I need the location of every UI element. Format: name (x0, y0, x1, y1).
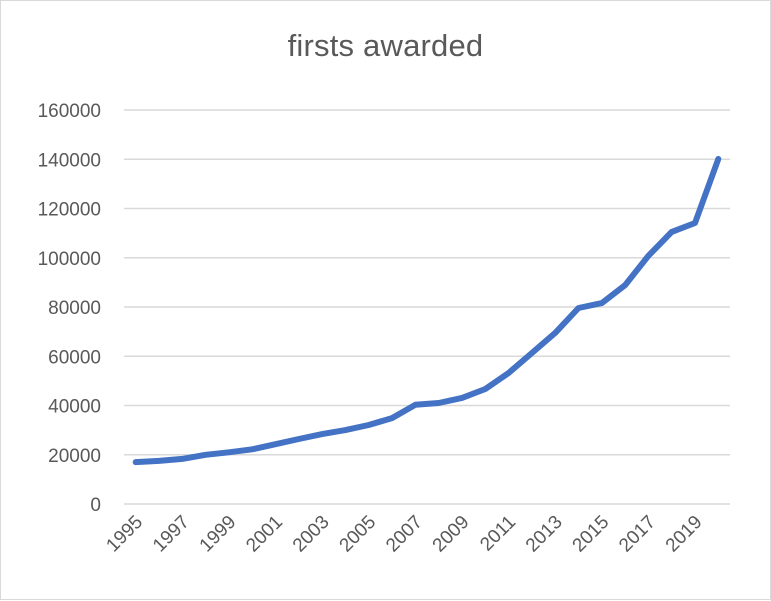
x-tick-label: 2019 (662, 512, 707, 557)
y-tick-label: 20000 (48, 446, 101, 467)
y-tick-label: 140000 (38, 150, 101, 171)
y-tick-label: 80000 (48, 298, 101, 319)
chart-title: firsts awarded (287, 28, 484, 63)
x-tick-label: 2009 (429, 512, 474, 557)
x-tick-label: 1999 (196, 512, 241, 557)
y-tick-label: 160000 (38, 101, 101, 122)
y-tick-label: 120000 (38, 200, 101, 221)
x-tick-label: 2001 (242, 512, 287, 557)
x-tick-label: 2017 (615, 512, 660, 557)
data-series-line (132, 156, 722, 466)
y-tick-label: 60000 (48, 347, 101, 368)
x-tick-label: 2003 (289, 512, 334, 557)
x-tick-label: 2013 (522, 512, 567, 557)
y-tick-label: 40000 (48, 397, 101, 418)
x-tick-label: 1995 (102, 512, 147, 557)
x-tick-label: 2007 (382, 512, 427, 557)
y-tick-label: 100000 (38, 249, 101, 270)
x-tick-label: 1997 (149, 512, 194, 557)
y-axis-labels: 0 20000 40000 60000 80000 100000 120000 140000 1… (38, 101, 101, 516)
x-tick-label: 2005 (336, 512, 381, 557)
y-tick-label: 0 (90, 495, 101, 516)
x-axis-labels: 1995 1997 1999 2001 2003 2005 2007 2009 2011 2013… (102, 512, 706, 557)
gridlines (124, 109, 730, 505)
x-tick-label: 2015 (569, 512, 614, 557)
x-tick-label: 2011 (476, 512, 520, 556)
